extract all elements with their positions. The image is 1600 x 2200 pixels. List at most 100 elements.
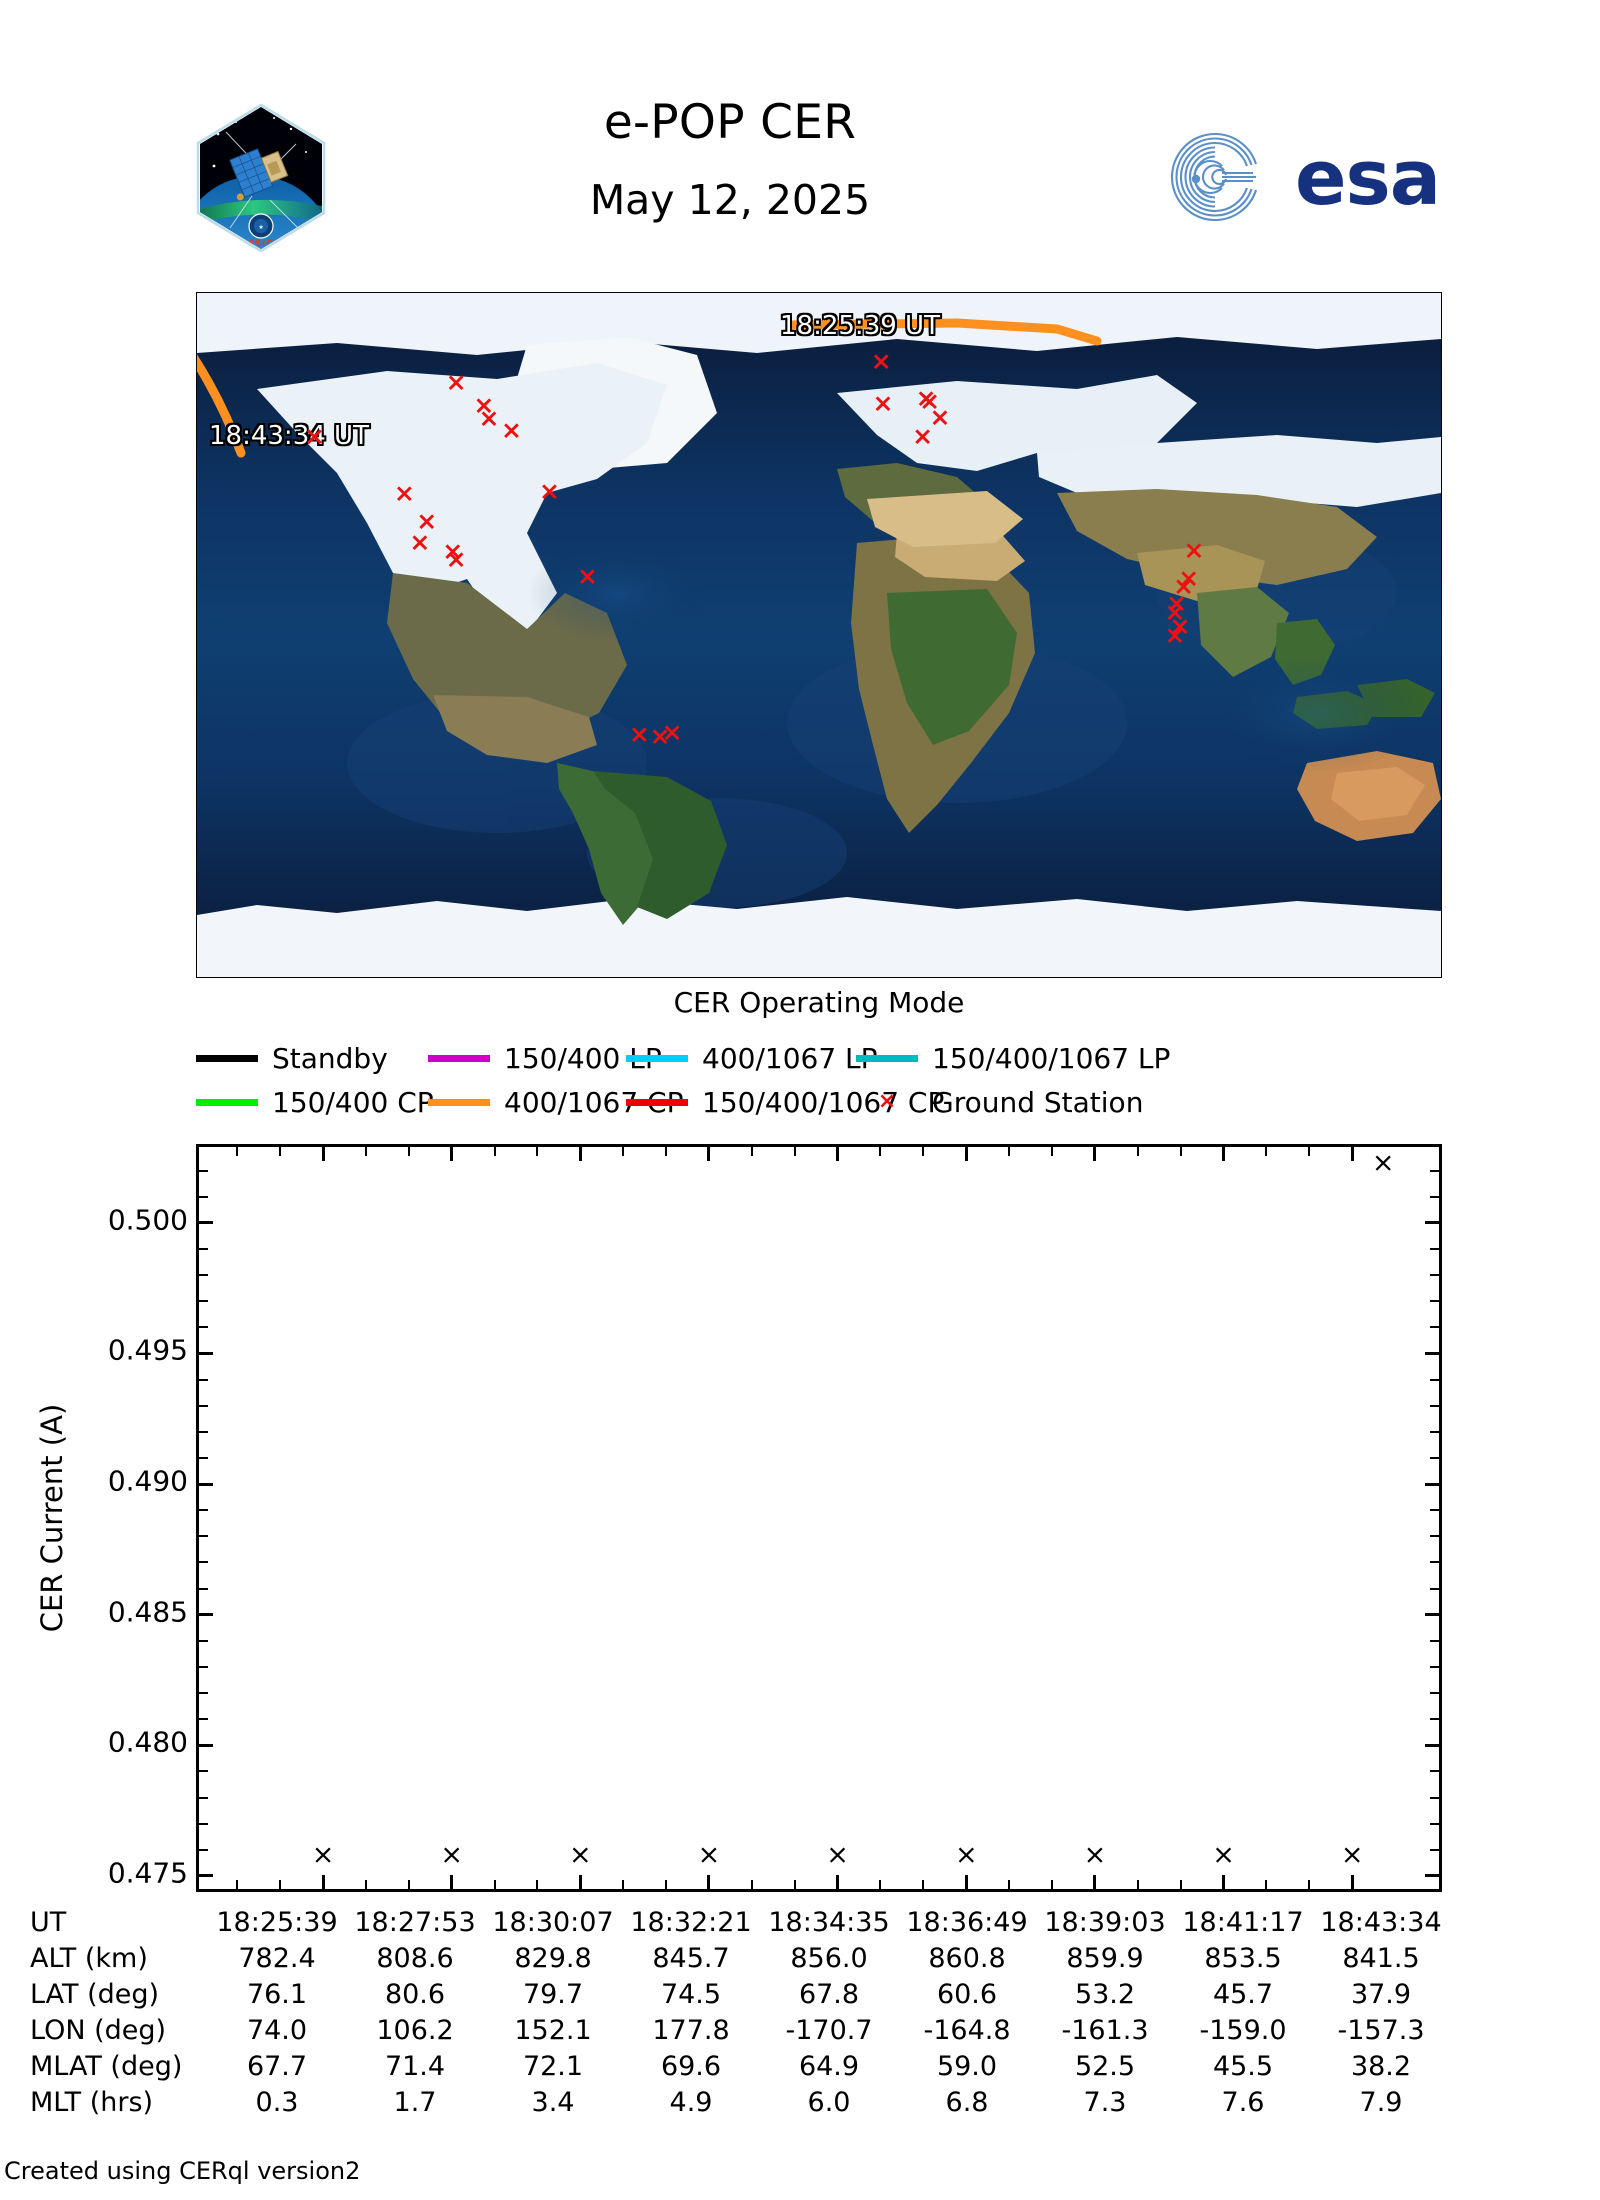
- table-cell: 52.5: [1074, 2050, 1136, 2082]
- x-axis-major-tick: [1350, 1147, 1354, 1161]
- legend-item-150-400-cp: 150/400 CP: [196, 1086, 434, 1119]
- x-axis-minor-tick: [407, 1880, 410, 1889]
- y-axis-major-tick: [1425, 1482, 1439, 1486]
- legend-label: 400/1067 LP: [702, 1041, 878, 1075]
- y-axis-tick-label: 0.475: [107, 1856, 188, 1890]
- x-axis-minor-tick: [750, 1147, 753, 1156]
- y-axis-minor-tick: [1430, 1848, 1439, 1851]
- table-cell: 45.5: [1212, 2050, 1274, 2082]
- x-axis-major-tick: [836, 1875, 840, 1889]
- x-axis-major-tick: [321, 1147, 325, 1161]
- legend-item-standby: Standby: [196, 1042, 388, 1075]
- x-axis-major-tick: [707, 1875, 711, 1889]
- x-axis-minor-tick: [493, 1880, 496, 1889]
- x-axis-minor-tick: [793, 1147, 796, 1156]
- table-cell: 72.1: [522, 2050, 584, 2082]
- table-cell: 860.8: [928, 1942, 1006, 1974]
- y-axis-tick-label: 0.500: [107, 1203, 188, 1237]
- x-axis-minor-tick: [622, 1147, 625, 1156]
- y-axis-tick-label: 0.485: [107, 1595, 188, 1629]
- x-axis-minor-tick: [493, 1147, 496, 1156]
- y-axis-minor-tick: [199, 1247, 208, 1250]
- legend-color-swatch: [856, 1054, 918, 1062]
- table-cell: 845.7: [652, 1942, 730, 1974]
- y-axis-minor-tick: [199, 1169, 208, 1172]
- table-cell: 4.9: [669, 2086, 713, 2118]
- x-axis-minor-tick: [236, 1147, 239, 1156]
- legend-item-150-400-1067-lp: 150/400/1067 LP: [856, 1042, 1170, 1075]
- x-axis-minor-tick: [1265, 1880, 1268, 1889]
- table-cell: 18:30:07: [492, 1906, 614, 1938]
- x-axis-major-tick: [321, 1875, 325, 1889]
- y-axis-minor-tick: [199, 1274, 208, 1277]
- y-axis-minor-tick: [1430, 1300, 1439, 1303]
- data-point-marker: ×: [697, 1839, 721, 1871]
- table-cell: 18:39:03: [1044, 1906, 1166, 1938]
- table-cell: 152.1: [514, 2014, 592, 2046]
- y-axis-minor-tick: [199, 1718, 208, 1721]
- table-cell: 859.9: [1066, 1942, 1144, 1974]
- y-axis-major-tick: [1425, 1613, 1439, 1617]
- operating-mode-legend: Standby 150/400 LP 400/1067 LP 150/400/1067…: [196, 1036, 1456, 1124]
- table-cell: 7.3: [1083, 2086, 1127, 2118]
- legend-label: 150/400 CP: [272, 1085, 434, 1119]
- x-axis-minor-tick: [536, 1147, 539, 1156]
- x-axis-minor-tick: [1179, 1147, 1182, 1156]
- y-axis-minor-tick: [199, 1509, 208, 1512]
- table-cell: 69.6: [660, 2050, 722, 2082]
- x-axis-minor-tick: [1179, 1880, 1182, 1889]
- legend-row-1: Standby 150/400 LP 400/1067 LP 150/400/1067…: [196, 1036, 1456, 1080]
- x-axis-major-tick: [450, 1875, 454, 1889]
- table-cell: -170.7: [785, 2014, 873, 2046]
- x-axis-major-tick: [1093, 1875, 1097, 1889]
- y-axis-minor-tick: [1430, 1561, 1439, 1564]
- table-cell: 6.8: [945, 2086, 989, 2118]
- legend-color-swatch: [196, 1098, 258, 1106]
- x-axis-minor-tick: [665, 1147, 668, 1156]
- y-axis-minor-tick: [199, 1430, 208, 1433]
- x-axis-minor-tick: [279, 1880, 282, 1889]
- x-axis-major-tick: [964, 1147, 968, 1161]
- x-axis-minor-tick: [1265, 1147, 1268, 1156]
- svg-text:★: ★: [258, 224, 263, 231]
- y-axis-tick-label: 0.495: [107, 1333, 188, 1367]
- table-cell: -164.8: [923, 2014, 1011, 2046]
- data-point-marker: ×: [954, 1839, 978, 1871]
- x-axis-major-tick: [578, 1147, 582, 1161]
- page-title: e-POP CER: [603, 95, 857, 150]
- table-cell: 18:32:21: [630, 1906, 752, 1938]
- x-axis-minor-tick: [536, 1880, 539, 1889]
- legend-label: Standby: [272, 1041, 388, 1075]
- y-axis-minor-tick: [1430, 1665, 1439, 1668]
- y-axis-minor-tick: [1430, 1770, 1439, 1773]
- table-row-label: MLAT (deg): [30, 2050, 183, 2082]
- y-axis-minor-tick: [199, 1326, 208, 1329]
- y-axis-minor-tick: [1430, 1378, 1439, 1381]
- x-axis-minor-tick: [793, 1880, 796, 1889]
- y-axis-minor-tick: [199, 1195, 208, 1198]
- track-end-time-label: 18:43:34 UT: [209, 421, 369, 451]
- table-cell: -157.3: [1337, 2014, 1425, 2046]
- table-cell: 106.2: [376, 2014, 454, 2046]
- y-axis-minor-tick: [1430, 1822, 1439, 1825]
- footer-credit: Created using CERql version2: [4, 2157, 361, 2185]
- legend-label: 150/400/1067 CP: [702, 1085, 945, 1119]
- table-cell: 841.5: [1342, 1942, 1420, 1974]
- table-row: MLT (hrs) 0.3 1.7 3.4 4.9 6.0 6.8 7.3 7.6 7.9: [30, 2084, 1450, 2120]
- table-cell: 6.0: [807, 2086, 851, 2118]
- x-axis-minor-tick: [1136, 1880, 1139, 1889]
- table-cell: 18:25:39: [216, 1906, 338, 1938]
- x-axis-major-tick: [707, 1147, 711, 1161]
- x-axis-minor-tick: [1008, 1147, 1011, 1156]
- y-axis-major-tick: [199, 1482, 213, 1486]
- y-axis-minor-tick: [199, 1300, 208, 1303]
- y-axis-minor-tick: [199, 1535, 208, 1538]
- track-start-time-label: 18:25:39 UT: [780, 311, 940, 341]
- ephemeris-table: UT 18:25:39 18:27:53 18:30:07 18:32:21 18:34:…: [30, 1904, 1530, 2120]
- y-axis-minor-tick: [199, 1822, 208, 1825]
- legend-color-swatch: [626, 1054, 688, 1062]
- x-axis-major-tick: [1222, 1875, 1226, 1889]
- table-cell: 18:43:34: [1320, 1906, 1442, 1938]
- table-cell: 64.9: [798, 2050, 860, 2082]
- x-axis-minor-tick: [407, 1147, 410, 1156]
